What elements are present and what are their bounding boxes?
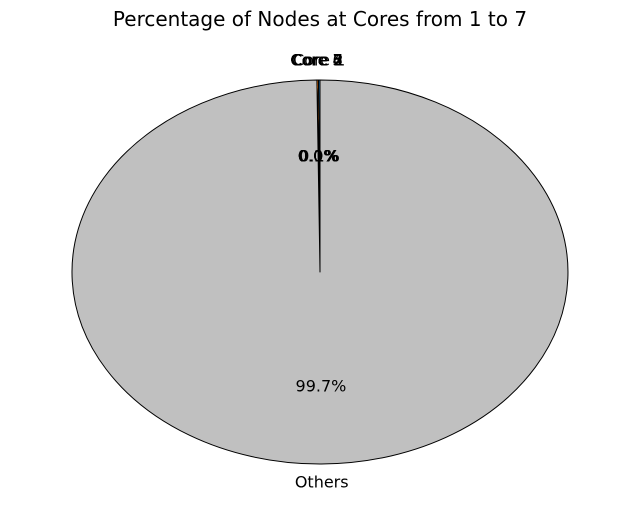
slice-label-core-2: Core 2 (291, 50, 343, 69)
slice-label-core-6: Core 6 (290, 50, 342, 69)
slice-label-core-4: Core 4 (290, 50, 342, 69)
slice-label-core-7: Core 7 (290, 50, 342, 69)
slice-label-core-3: Core 3 (290, 50, 342, 69)
chart-title: Percentage of Nodes at Cores from 1 to 7 (113, 7, 527, 31)
slice-pct-core-4: 0.0% (298, 146, 339, 165)
slice-label-others: Others (295, 473, 349, 492)
pie-slices (71, 79, 569, 465)
slice-pct-core-1: 0.1% (299, 146, 340, 165)
slice-label-core-1: Core 1 (293, 50, 345, 69)
slice-pct-others: 99.7% (296, 377, 347, 396)
slice-pct-core-3: 0.0% (298, 146, 339, 165)
pie-labels: Core 10.1%Core 20.1%Core 30.0%Core 40.0%… (290, 50, 348, 491)
slice-pct-core-5: 0.0% (298, 146, 339, 165)
pie-slice-others (71, 79, 569, 465)
slice-pct-core-6: 0.0% (298, 146, 339, 165)
slice-pct-core-7: 0.0% (298, 146, 339, 165)
slice-label-core-5: Core 5 (290, 50, 342, 69)
slice-pct-core-2: 0.1% (298, 146, 339, 165)
